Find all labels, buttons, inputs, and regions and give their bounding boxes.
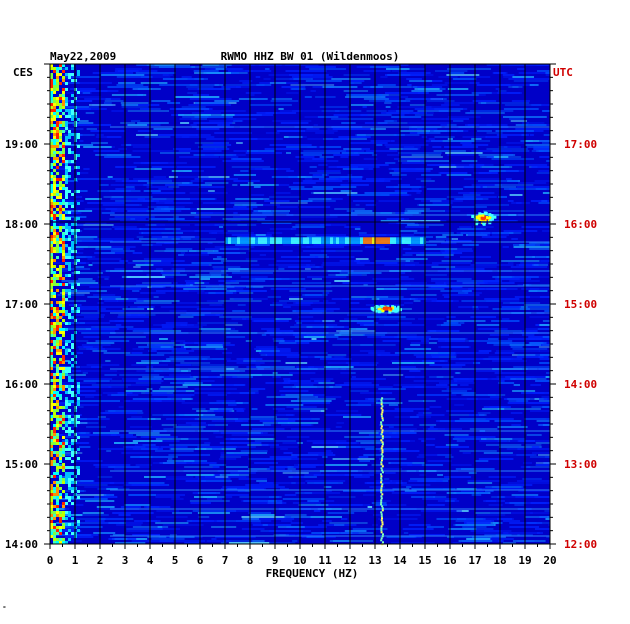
right-tick-label: 17:00 [564, 138, 597, 151]
x-tick-label: 10 [293, 554, 306, 567]
x-tick-label: 9 [272, 554, 279, 567]
footer-mark: ˚ [2, 606, 7, 615]
x-tick-label: 2 [97, 554, 104, 567]
x-tick-label: 1 [72, 554, 79, 567]
left-tick-label: 18:00 [5, 218, 38, 231]
right-tick-label: 14:00 [564, 378, 597, 391]
x-tick-label: 12 [343, 554, 356, 567]
left-tick-label: 14:00 [5, 538, 38, 551]
x-axis-label: FREQUENCY (HZ) [266, 567, 359, 580]
x-tick-label: 8 [247, 554, 254, 567]
x-tick-label: 15 [418, 554, 431, 567]
chart-title: RWMO HHZ BW 01 (Wildenmoos) [221, 50, 400, 63]
chart-date: May22,2009 [50, 50, 116, 63]
x-tick-label: 6 [197, 554, 204, 567]
right-tick-label: 15:00 [564, 298, 597, 311]
x-tick-label: 19 [518, 554, 531, 567]
right-axis-label: UTC [553, 66, 573, 79]
x-tick-label: 13 [368, 554, 381, 567]
feature-4 [370, 305, 402, 314]
x-tick-label: 11 [318, 554, 332, 567]
x-tick-label: 20 [543, 554, 556, 567]
x-tick-label: 3 [122, 554, 129, 567]
right-tick-label: 13:00 [564, 458, 597, 471]
x-tick-label: 5 [172, 554, 179, 567]
right-tick-label: 16:00 [564, 218, 597, 231]
x-tick-label: 16 [443, 554, 457, 567]
x-tick-label: 0 [47, 554, 54, 567]
feature-1 [380, 397, 384, 546]
left-tick-label: 19:00 [5, 138, 38, 151]
x-tick-label: 14 [393, 554, 407, 567]
left-tick-label: 15:00 [5, 458, 38, 471]
x-tick-label: 17 [468, 554, 481, 567]
x-tick-label: 4 [147, 554, 154, 567]
grid-lines [49, 63, 551, 545]
right-tick-label: 12:00 [564, 538, 597, 551]
x-tick-label: 7 [222, 554, 229, 567]
x-tick-label: 18 [493, 554, 506, 567]
left-tick-label: 17:00 [5, 298, 38, 311]
y-axis-ticks: 19:00 18:00 17:00 16:00 15:00 14:00 17:00 16:00… [5, 63, 597, 551]
x-axis-ticks: 0 1 2 3 4 5 6 7 8 9 10 11 12 13 14 15 16 17 18 19 20 [47, 544, 557, 567]
left-axis-label: CES [13, 66, 33, 79]
left-tick-label: 16:00 [5, 378, 38, 391]
